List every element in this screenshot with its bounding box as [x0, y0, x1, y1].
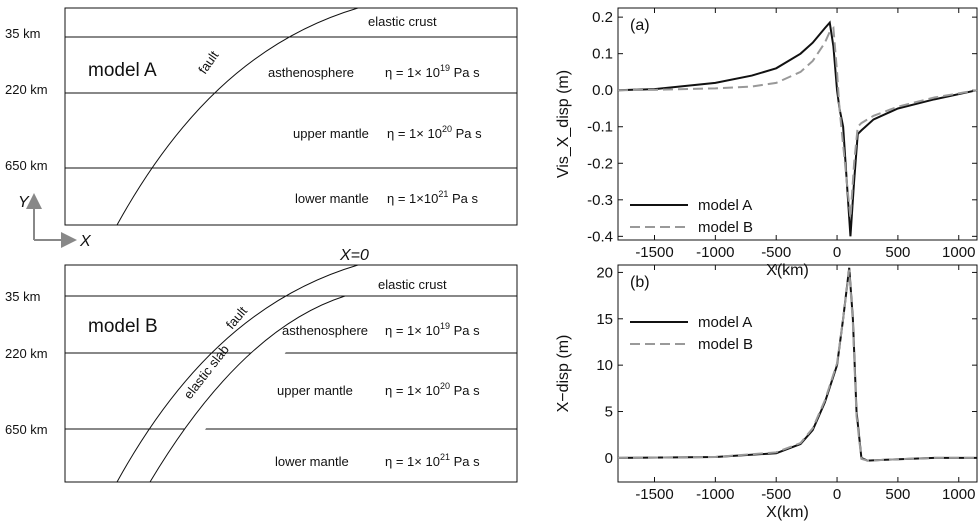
layer-label: elastic crust — [368, 14, 437, 29]
x-axis-label: X(km) — [766, 504, 809, 521]
y-tick-label: 5 — [605, 404, 613, 421]
y-tick-label: 0.0 — [592, 82, 613, 99]
y-tick-label: -0.2 — [587, 155, 613, 172]
x-tick-label: 1000 — [942, 244, 975, 261]
x-tick-label: 500 — [885, 244, 910, 261]
plot-frame — [617, 7, 978, 241]
legend-label: model A — [698, 314, 752, 331]
fault-line — [116, 7, 359, 226]
y-axis-label: X−disp (m) — [555, 335, 572, 413]
chart: -0.4 -0.3 -0.2 -0.1 0.0 0.1 0.2 -1500 -1000 -500 0… — [555, 7, 978, 279]
y-axis-label: Vis_X_disp (m) — [555, 70, 572, 178]
chart: 0 5 10 15 20 -1500 -1000 -500 0 500 1000 X(km) X−dis… — [555, 264, 978, 521]
viscosity: η = 1× 1020 Pa s — [385, 381, 480, 398]
y-tick-label: 15 — [596, 311, 613, 328]
y-tick-label: 20 — [596, 264, 613, 281]
y-tick-label: -0.4 — [587, 228, 613, 245]
y-tick-label: -0.3 — [587, 192, 613, 209]
series-line — [617, 20, 978, 237]
x-tick-label: -1500 — [635, 486, 673, 503]
depth-label: 650 km — [5, 422, 48, 437]
x-axis-label: X(km) — [766, 262, 809, 279]
panel-label: (a) — [630, 17, 650, 34]
viscosity: η = 1×1021 Pa s — [387, 189, 478, 206]
layer-label: elastic crust — [378, 277, 447, 292]
series-line — [617, 269, 977, 462]
layer-label: lower mantle — [295, 191, 369, 206]
x-tick-label: -1000 — [696, 244, 734, 261]
layer-label: upper mantle — [277, 383, 353, 398]
box — [64, 7, 518, 226]
plot-frame — [617, 264, 978, 483]
y-tick-label: 10 — [596, 357, 613, 374]
viscosity: η = 1× 1021 Pa s — [385, 452, 480, 469]
depth-label: 650 km — [5, 158, 48, 173]
viscosity: η = 1× 1019 Pa s — [385, 321, 480, 338]
y-tick-label: -0.1 — [587, 119, 613, 136]
box — [64, 264, 518, 483]
diagram-b: 35 km 220 km 650 km model B fault elasti… — [5, 264, 518, 483]
x-tick-label: 0 — [833, 244, 841, 261]
y-tick-label: 0.1 — [592, 46, 613, 63]
depth-label: 35 km — [5, 26, 40, 41]
x-tick-label: -500 — [761, 486, 791, 503]
x0-label: X=0 — [339, 247, 369, 264]
x-tick-label: -500 — [761, 244, 791, 261]
layer-label: upper mantle — [293, 126, 369, 141]
diagram-a: 35 km 220 km 650 km model A fault elasti… — [5, 7, 518, 250]
depth-label: 35 km — [5, 289, 40, 304]
x-tick-label: 0 — [833, 486, 841, 503]
depth-label: 220 km — [5, 346, 48, 361]
depth-label: 220 km — [5, 82, 48, 97]
x-tick-label: -1000 — [696, 486, 734, 503]
viscosity: η = 1× 1020 Pa s — [387, 124, 482, 141]
fault-label: fault — [195, 48, 222, 77]
model-label: model B — [88, 316, 158, 337]
legend-label: model A — [698, 197, 752, 214]
legend-label: model B — [698, 219, 753, 236]
fault-line — [116, 264, 359, 483]
layer-label: asthenosphere — [268, 65, 354, 80]
series-line — [617, 25, 978, 219]
y-tick-label: 0 — [605, 450, 613, 467]
layer-label: lower mantle — [275, 454, 349, 469]
layer-label: asthenosphere — [282, 323, 368, 338]
x-tick-label: 500 — [885, 486, 910, 503]
legend-label: model B — [698, 336, 753, 353]
model-label: model A — [88, 60, 157, 81]
series-line — [617, 267, 977, 462]
y-tick-label: 0.2 — [592, 9, 613, 26]
viscosity: η = 1× 1019 Pa s — [385, 63, 480, 80]
x-tick-label: 1000 — [942, 486, 975, 503]
panel-label: (b) — [630, 274, 650, 291]
slab-line — [149, 295, 346, 483]
x-tick-label: -1500 — [635, 244, 673, 261]
axis-label: Y — [18, 194, 30, 211]
fault-label: fault — [223, 303, 251, 332]
axis-label: X — [79, 233, 92, 250]
